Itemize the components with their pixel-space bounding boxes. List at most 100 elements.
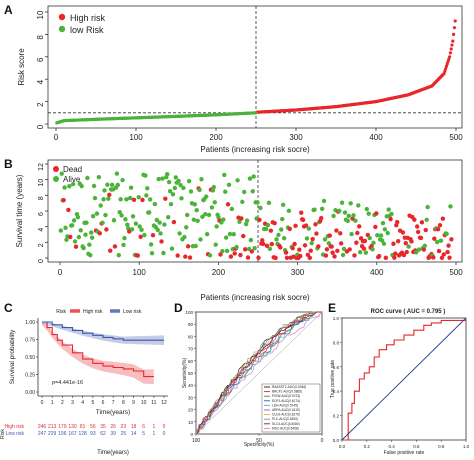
- dead-point: [327, 233, 332, 238]
- alive-point: [312, 207, 317, 212]
- alive-point: [149, 250, 155, 256]
- y-tick-label: 0.25: [25, 373, 35, 379]
- alive-point: [381, 241, 387, 246]
- dead-point: [440, 216, 446, 221]
- risk-table-count: 25: [121, 431, 127, 437]
- dead-point: [140, 197, 145, 203]
- alive-point: [128, 185, 134, 190]
- dead-point: [432, 236, 437, 241]
- alive-point: [155, 227, 160, 233]
- alive-point: [274, 237, 279, 242]
- risk-table-count: 56: [90, 424, 96, 430]
- alive-point: [444, 231, 449, 237]
- dead-point: [445, 249, 450, 255]
- y-tick-label: 40: [188, 383, 194, 388]
- dead-point: [362, 238, 368, 244]
- x-tick-label: 100: [192, 438, 201, 444]
- dead-point: [239, 216, 244, 221]
- alive-point: [85, 175, 90, 181]
- dead-point: [225, 202, 231, 207]
- y-tick-label: 0.8: [333, 340, 340, 345]
- alive-point: [147, 197, 153, 202]
- x-tick-label: 100: [129, 133, 143, 142]
- alive-point: [167, 189, 173, 194]
- dead-point: [415, 229, 421, 235]
- dead-point: [383, 255, 389, 261]
- risk-point: [452, 26, 456, 30]
- risk-table-count: 23: [121, 424, 127, 430]
- y-tick-label: 4: [38, 228, 45, 232]
- alive-point: [89, 230, 94, 235]
- dead-point: [61, 198, 66, 203]
- risk-table-count: 81: [80, 424, 86, 430]
- alive-point: [214, 224, 219, 229]
- dead-point: [393, 251, 398, 256]
- alive-point: [448, 204, 453, 209]
- alive-point: [127, 195, 133, 201]
- alive-point: [386, 207, 391, 212]
- alive-point: [197, 187, 202, 193]
- dead-point: [298, 253, 303, 259]
- alive-point: [160, 176, 165, 181]
- alive-point: [94, 211, 100, 216]
- dead-point: [400, 230, 406, 235]
- alive-point: [211, 184, 217, 190]
- dead-point: [404, 249, 409, 255]
- dead-point: [138, 234, 143, 240]
- alive-point: [70, 223, 75, 228]
- y-tick-label: 0.75: [25, 338, 35, 344]
- alive-point: [121, 242, 126, 248]
- alive-point: [176, 178, 181, 184]
- x-axis-label: False positive rate: [384, 450, 425, 456]
- dead-point: [437, 223, 443, 228]
- x-tick-label: 6: [102, 400, 105, 406]
- risk-table-count: 35: [100, 424, 106, 430]
- alive-point: [165, 215, 171, 220]
- legend-label: High risk: [83, 309, 103, 315]
- dead-point: [150, 233, 156, 238]
- dead-point: [242, 247, 248, 252]
- risk-point: [452, 32, 456, 37]
- x-tick-label: 400: [370, 268, 384, 277]
- alive-point: [116, 252, 121, 258]
- alive-point: [129, 227, 135, 232]
- dead-point: [300, 217, 306, 223]
- y-tick-label: 20: [188, 408, 194, 413]
- dead-point: [439, 255, 445, 261]
- legend-marker: [58, 25, 66, 33]
- alive-point: [364, 206, 370, 212]
- x-tick-label: 3: [71, 400, 74, 406]
- risk-table-x-label: Time(years): [97, 450, 129, 456]
- alive-point: [169, 246, 175, 251]
- risk-table-count: 62: [100, 431, 106, 437]
- y-tick-label: 100: [185, 310, 193, 315]
- dead-point: [314, 231, 319, 236]
- dead-point: [104, 227, 109, 232]
- x-axis-label: Patients (increasing risk socre): [200, 145, 310, 154]
- alive-point: [279, 227, 284, 232]
- alive-point: [184, 225, 189, 230]
- y-tick-label: 12: [38, 163, 45, 171]
- dead-point: [293, 223, 298, 229]
- y-tick-label: 1.0: [333, 316, 340, 321]
- dead-point: [319, 215, 324, 221]
- risk-table-count: 128: [78, 431, 87, 437]
- dead-point: [355, 230, 360, 236]
- dead-point: [401, 252, 407, 258]
- legend-label: BRCF1-AUC(0.5865): [272, 390, 302, 394]
- y-axis-label: Survival probability: [9, 329, 16, 384]
- dead-point: [68, 234, 73, 240]
- dead-point: [245, 255, 251, 260]
- alive-point: [102, 188, 107, 193]
- alive-point: [162, 222, 167, 227]
- roc-curve: [195, 311, 322, 435]
- alive-point: [182, 234, 187, 240]
- dead-point: [171, 219, 177, 225]
- risk-table-count: 26: [110, 424, 116, 430]
- dead-point: [299, 210, 304, 215]
- alive-point: [185, 212, 190, 218]
- dead-point: [272, 220, 277, 226]
- alive-point: [322, 237, 328, 242]
- alive-point: [199, 177, 204, 182]
- risk-table-count: 0: [163, 424, 166, 430]
